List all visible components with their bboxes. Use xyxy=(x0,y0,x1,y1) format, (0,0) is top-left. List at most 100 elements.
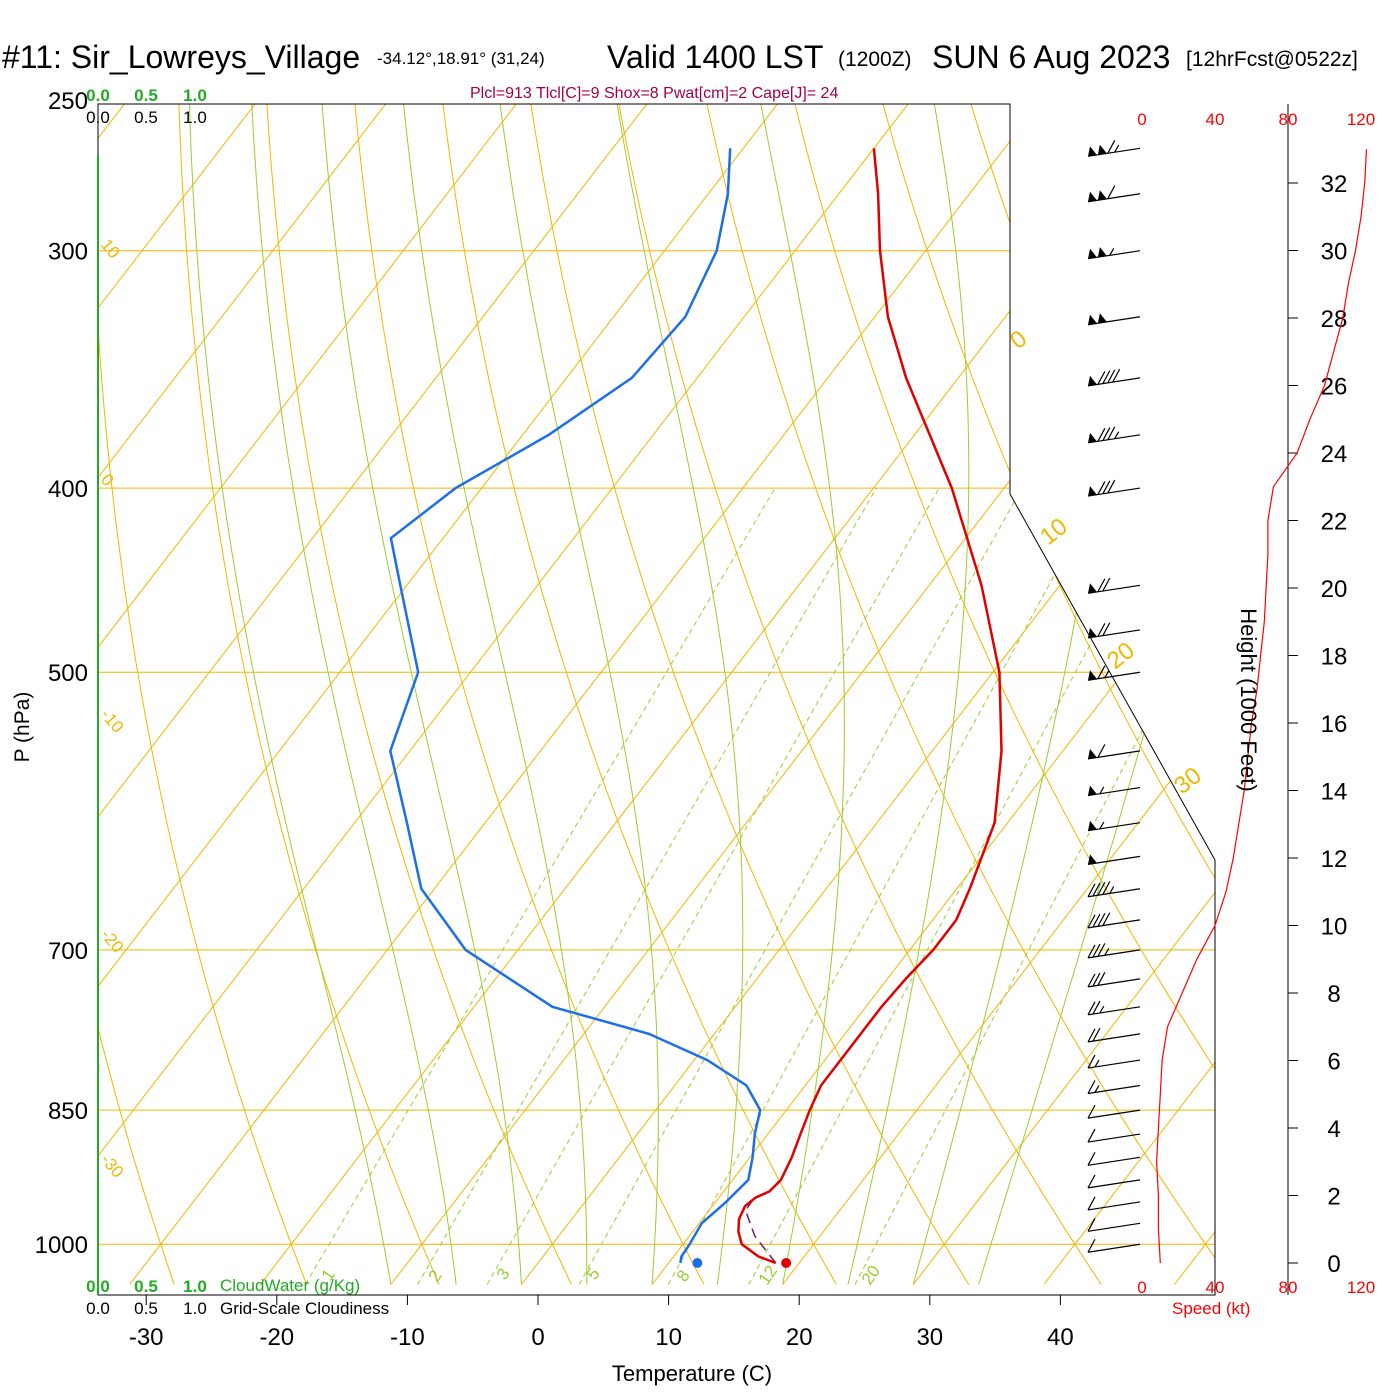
dry-adiabat-line xyxy=(177,104,440,1285)
mixing-ratio-line xyxy=(667,487,1103,1285)
pressure-tick-label: 500 xyxy=(48,660,88,687)
wind-barb-feather xyxy=(1087,883,1096,898)
temperature-tick-label: 10 xyxy=(655,1324,682,1351)
speed-tick-top: 80 xyxy=(1279,110,1298,129)
wind-barb-staff xyxy=(1087,629,1141,639)
wind-barb-feather xyxy=(1092,882,1101,897)
wind-barb xyxy=(1087,1196,1141,1211)
isotherm-line xyxy=(1305,67,1400,1285)
wind-barb-half-feather xyxy=(1104,948,1110,956)
wind-barb-flag xyxy=(1088,627,1097,638)
dry-adiabat-label: -20 xyxy=(97,925,127,956)
dry-adiabat-line xyxy=(524,104,970,1285)
profile-lines xyxy=(388,148,1003,1268)
cloudiness-tick-top: 0.0 xyxy=(86,108,110,127)
wind-barbs xyxy=(1087,139,1141,1253)
wind-barb-half-feather xyxy=(1109,886,1115,894)
wind-barb xyxy=(1087,185,1141,203)
wind-barb xyxy=(1087,1128,1141,1143)
wind-barb-staff xyxy=(1087,1179,1141,1189)
pressure-tick-label: 850 xyxy=(48,1098,88,1125)
moist-adiabat-line xyxy=(251,104,457,1285)
wind-barb-staff xyxy=(1087,147,1141,157)
wind-barb xyxy=(1087,1104,1141,1119)
isotherm-line xyxy=(98,104,285,1285)
wind-barb-staff xyxy=(1087,1201,1141,1211)
isotherm-line xyxy=(1043,104,1215,1285)
station-coords: -34.12°,18.91° (31,24) xyxy=(377,49,545,68)
wind-barb-flag xyxy=(1088,248,1097,259)
moist-adiabat-label: 0 xyxy=(1005,325,1032,355)
dry-adiabat-line xyxy=(611,104,1102,1285)
dry-adiabat-line xyxy=(438,104,837,1285)
wind-barb-staff xyxy=(1087,786,1141,797)
speed-tick-top: 0 xyxy=(1137,110,1146,129)
wind-barb-feather xyxy=(1087,1054,1096,1069)
wind-barb xyxy=(1087,912,1141,929)
height-tick-label: 0 xyxy=(1327,1251,1340,1278)
wind-barb-flag xyxy=(1088,146,1097,157)
wind-barb-staff xyxy=(1087,1006,1141,1016)
dry-adiabat-line xyxy=(264,104,572,1285)
wind-barb-half-feather xyxy=(1099,786,1105,795)
wind-barb-staff xyxy=(1087,1084,1141,1095)
wind-barb-feather xyxy=(1102,427,1111,441)
wind-barb-staff xyxy=(1087,1109,1141,1119)
stability-indices: Plcl=913 Tlcl[C]=9 Shox=8 Pwat[cm]=2 Cap… xyxy=(470,85,838,102)
wind-barb-staff xyxy=(1087,919,1141,929)
forecast-label: [12hrFcst@0522z] xyxy=(1186,48,1358,71)
wind-barb xyxy=(1087,1174,1141,1189)
wind-barb-feather xyxy=(1097,428,1106,442)
dry-adiabat-line xyxy=(98,104,308,1285)
dry-adiabat-line xyxy=(1133,104,1215,1285)
dry-adiabat-line xyxy=(0,67,42,1285)
wind-barb-staff xyxy=(1087,855,1141,865)
mixing-ratio-line xyxy=(304,487,776,1285)
mixing-ratio-label: 5 xyxy=(583,1265,604,1284)
wind-barb xyxy=(1087,943,1141,959)
speed-tick-top: 40 xyxy=(1206,110,1225,129)
dry-adiabat-label: 0 xyxy=(97,470,118,489)
height-tick-label: 30 xyxy=(1321,239,1348,266)
dry-adiabat-line xyxy=(698,104,1215,1285)
wind-barb-staff xyxy=(1087,1059,1141,1069)
wind-barb-feather xyxy=(1097,578,1106,593)
pressure-tick-label: 300 xyxy=(48,239,88,266)
wind-barb-feather xyxy=(1087,1028,1096,1043)
height-tick-label: 8 xyxy=(1327,981,1340,1008)
wind-barb xyxy=(1087,479,1141,497)
wind-barb xyxy=(1087,1238,1141,1253)
height-tick-label: 18 xyxy=(1321,644,1348,671)
wind-barb-staff xyxy=(1087,949,1141,959)
valid-date: SUN 6 Aug 2023 xyxy=(932,39,1170,75)
speed-tick-bottom: 120 xyxy=(1347,1278,1375,1297)
wind-barb-staff xyxy=(1087,822,1141,832)
moist-adiabat-line xyxy=(402,104,588,1285)
wind-barb-feather xyxy=(1102,881,1111,895)
temperature-tick-label: -10 xyxy=(390,1324,425,1351)
wind-barb-staff xyxy=(1087,888,1141,898)
wind-barb-feather xyxy=(1087,1080,1096,1094)
cloudwater-tick-bottom: 1.0 xyxy=(183,1277,207,1296)
wind-barb-feather xyxy=(1087,1128,1096,1143)
height-tick-label: 20 xyxy=(1321,576,1348,603)
height-tick-label: 2 xyxy=(1327,1184,1340,1211)
wind-barb-feather xyxy=(1097,972,1106,986)
wind-barb-feather xyxy=(1097,623,1106,637)
background-lines xyxy=(0,67,1400,1285)
wind-barb-flag xyxy=(1088,191,1097,202)
wind-barb-flag xyxy=(1097,144,1107,155)
temperature-tick-label: -30 xyxy=(129,1324,164,1351)
wind-barb xyxy=(1087,665,1141,681)
height-tick-label: 6 xyxy=(1327,1049,1340,1076)
mixing-ratio-line xyxy=(854,487,1215,1285)
mixing-ratio-label: 8 xyxy=(673,1267,694,1286)
wind-barb-flag xyxy=(1088,486,1097,497)
wind-barb xyxy=(1087,577,1141,594)
wind-barb-feather xyxy=(1087,1218,1096,1232)
cloudwater-label: CloudWater (g/Kg) xyxy=(220,1276,360,1295)
wind-barb-feather xyxy=(1087,1104,1096,1119)
cloudiness-tick-bottom: 0.0 xyxy=(86,1299,110,1318)
temperature-tick-label: 40 xyxy=(1047,1324,1074,1351)
